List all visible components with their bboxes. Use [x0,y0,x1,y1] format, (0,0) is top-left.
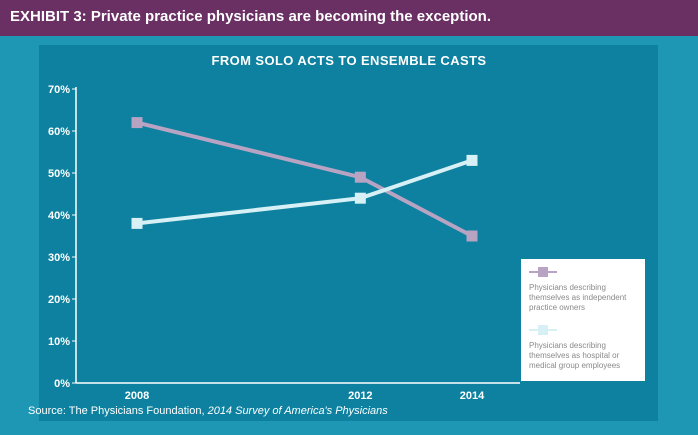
exhibit-title: EXHIBIT 3: Private practice physicians a… [10,8,491,25]
source-survey-name: 2014 Survey of America's Physicians [207,405,388,417]
y-tick-label: 60% [48,126,70,138]
series-0-point [354,171,366,183]
chart-title: FROM SOLO ACTS TO ENSEMBLE CASTS [211,53,487,68]
y-tick-label: 40% [48,210,70,222]
chart-legend: Physicians describing themselves as inde… [521,259,645,381]
y-tick-label: 70% [48,84,70,96]
series-line-1 [136,158,473,226]
series-0-point [466,230,478,242]
y-tick-label: 10% [48,336,70,348]
legend-label-employees: Physicians describing themselves as hosp… [529,341,621,370]
x-tick-labels: 2008 2012 2014 [125,390,485,402]
source-note: Source: The Physicians Foundation, 2014 … [28,405,388,417]
x-tick-label: 2012 [348,390,372,402]
legend-swatch-employees [529,325,557,335]
legend-item-employees: Physicians describing themselves as hosp… [529,325,643,371]
chart-series [131,117,478,242]
y-tick-label: 30% [48,252,70,264]
y-tick-label: 50% [48,168,70,180]
series-1-point [466,154,478,166]
series-1-point [131,217,143,229]
y-tick-label: 0% [54,378,70,390]
y-tick-label: 20% [48,294,70,306]
series-1-point [354,192,366,204]
legend-label-owners: Physicians describing themselves as inde… [529,283,627,312]
exhibit-header: EXHIBIT 3: Private practice physicians a… [0,0,698,36]
y-tick-labels: 0% 10% 20% 30% 40% 50% 60% 70% [48,84,76,390]
legend-item-owners: Physicians describing themselves as inde… [529,267,643,313]
series-0-point [131,117,143,129]
chart-axes [75,87,520,384]
legend-swatch-owners [529,267,557,277]
x-tick-label: 2008 [125,390,149,402]
source-text: Source: The Physicians Foundation, [28,405,208,417]
x-tick-label: 2014 [460,390,485,402]
